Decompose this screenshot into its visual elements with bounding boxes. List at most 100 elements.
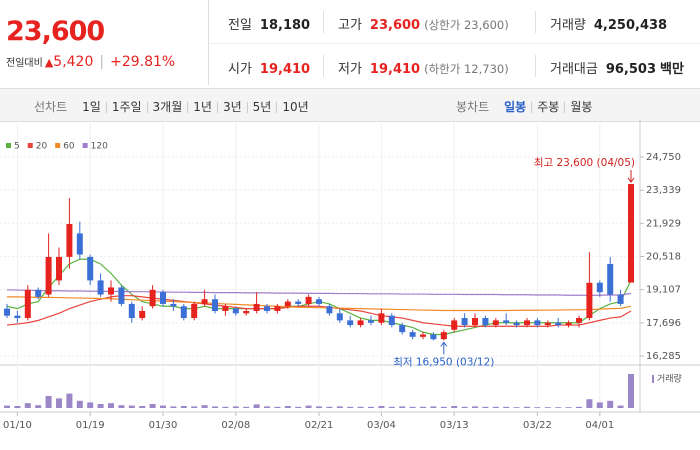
candle-body — [232, 308, 239, 314]
candle-body — [576, 318, 582, 323]
tab[interactable]: 5년 — [248, 101, 278, 113]
candle-body — [170, 303, 177, 307]
volume-bar — [617, 405, 624, 408]
tab[interactable]: 1주일 — [107, 101, 148, 113]
stat: 전일 18,180 — [228, 14, 310, 33]
candle-body — [617, 294, 624, 304]
legend-swatch — [82, 143, 88, 148]
volume-bar — [35, 405, 42, 408]
volume-bar — [544, 407, 551, 408]
candle-body — [316, 299, 322, 304]
volume-bar — [284, 406, 291, 408]
tab-group-label: 봉차트 — [456, 100, 490, 114]
candle-body — [201, 299, 208, 304]
tab[interactable]: 월봉 — [570, 100, 593, 114]
volume-bar — [191, 406, 198, 408]
candle-body — [607, 263, 614, 295]
x-tick-label: 03/04 — [367, 420, 396, 431]
volume-bar — [482, 406, 489, 408]
candle-body — [451, 320, 458, 330]
tab[interactable]: 1일 — [77, 101, 107, 113]
legend-label: 5 — [14, 142, 20, 152]
change-pct: +29.81% — [110, 54, 176, 70]
candle-body — [326, 306, 333, 314]
x-tick-label: 03/22 — [523, 420, 552, 431]
volume-bar — [586, 399, 593, 408]
candle-body — [555, 322, 562, 326]
tab[interactable]: 3년 — [218, 101, 248, 113]
y-tick-label: 19,107 — [646, 285, 681, 296]
candle-body — [295, 301, 302, 304]
candle-body — [66, 223, 73, 257]
volume-bar — [253, 404, 260, 408]
legend-label: 20 — [36, 142, 48, 152]
candle-body — [378, 313, 385, 323]
tab[interactable]: 일봉 — [499, 101, 533, 113]
candle-body — [56, 256, 62, 281]
volume-bar — [472, 406, 478, 408]
candle-body — [212, 299, 218, 311]
volume-bar — [596, 402, 603, 408]
candle-body — [76, 233, 83, 255]
y-tick-label: 20,518 — [646, 251, 681, 262]
candle-body — [430, 334, 437, 340]
candle-body — [440, 332, 447, 340]
tab-group-label: 선차트 — [34, 100, 68, 114]
y-tick-label: 23,339 — [646, 185, 681, 196]
x-tick-label: 01/19 — [76, 420, 105, 431]
volume-bar — [4, 405, 10, 408]
candle-body — [544, 322, 551, 326]
volume-bar — [97, 404, 104, 408]
volume-bar — [222, 406, 229, 408]
candle-body — [264, 306, 270, 311]
volume-bar — [420, 406, 426, 408]
candle-body — [284, 301, 291, 307]
tab[interactable]: 10년 — [282, 100, 309, 114]
candle-body — [191, 303, 198, 319]
volume-bar — [170, 406, 177, 408]
legend-swatch — [55, 143, 61, 148]
volume-bar — [295, 406, 302, 408]
volume-bar — [461, 406, 468, 408]
candle-body — [253, 303, 260, 311]
volume-bar — [576, 406, 582, 408]
volume-bar — [128, 405, 135, 408]
candle-body — [149, 289, 156, 307]
stat-label: 전일 — [228, 18, 252, 33]
candle-body — [35, 289, 42, 297]
volume-bar — [274, 406, 281, 408]
candle-body — [128, 303, 135, 319]
stat-value: 23,600 — [369, 18, 421, 33]
stats-row: 전일 18,180 고가 23,600 (상한가 23,600) 거래량 4,250,438 — [210, 1, 700, 44]
candle-body — [222, 306, 229, 311]
candle-body — [388, 315, 395, 326]
volume-legend-swatch — [652, 375, 654, 383]
volume-bar — [503, 406, 510, 408]
tab[interactable]: 3개월 — [148, 101, 189, 113]
volume-bar — [160, 405, 166, 408]
current-price: 23,600 — [6, 16, 105, 47]
tab[interactable]: 주봉 — [532, 101, 566, 113]
legend-swatch — [27, 143, 33, 148]
candle-body — [347, 320, 354, 326]
legend-label: 120 — [91, 142, 108, 152]
candle-body — [513, 322, 520, 326]
annotation-arrowhead — [440, 341, 448, 347]
candle-body — [586, 282, 593, 319]
volume-bar — [56, 398, 62, 408]
annotation: 최고 23,600 (04/05) — [534, 157, 635, 169]
candle-body — [45, 256, 52, 295]
candle-body — [14, 315, 21, 319]
candle-body — [243, 310, 250, 314]
candle-body — [274, 306, 281, 311]
volume-bar — [243, 406, 250, 408]
candle-body — [503, 320, 510, 323]
tab[interactable]: 1년 — [188, 101, 218, 113]
legend-label: 60 — [63, 142, 75, 152]
volume-bar — [264, 406, 270, 408]
separator: | — [99, 54, 105, 70]
volume-bar — [628, 373, 634, 408]
stat-note: (하한가 12,730) — [424, 62, 509, 76]
stat: 거래량 4,250,438 — [550, 14, 667, 33]
candle-tabs: 봉차트 일봉 주봉 월봉 — [456, 98, 597, 115]
